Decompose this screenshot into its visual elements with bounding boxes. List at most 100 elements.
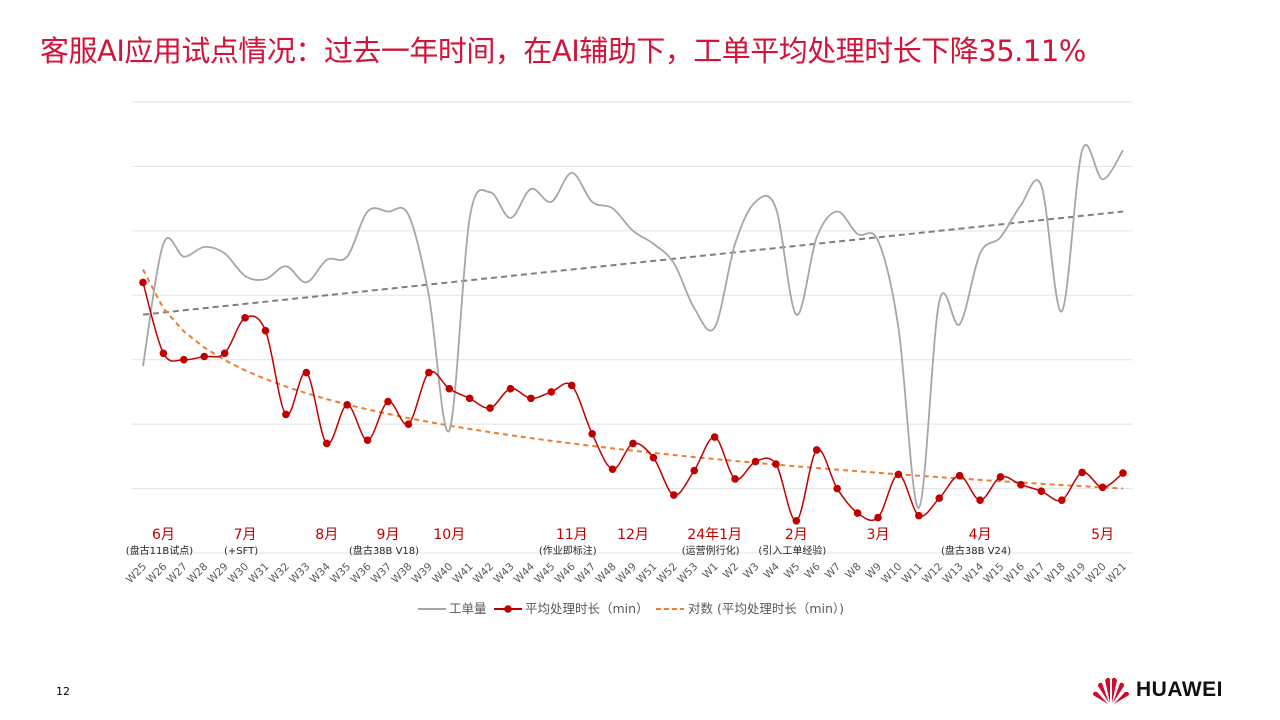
month-note: (+SFT) — [224, 546, 258, 557]
x-tick-label: W5 — [782, 561, 803, 582]
avg-time-point — [159, 349, 168, 358]
avg-time-point — [649, 453, 658, 462]
avg-time-log-trend — [142, 269, 1124, 490]
avg-time-point — [690, 466, 699, 475]
x-tick-label: W48 — [593, 561, 618, 586]
volume-line — [142, 143, 1124, 509]
x-tick-label: W49 — [614, 561, 639, 586]
avg-time-point — [384, 397, 392, 406]
avg-time-point — [282, 410, 290, 419]
volume-linear-trend — [142, 210, 1124, 316]
avg-time-point — [322, 439, 331, 448]
x-tick-label: W13 — [941, 561, 966, 586]
month-label: 4月 — [969, 527, 992, 543]
month-label: 8月 — [315, 527, 338, 543]
x-tick-label: W11 — [900, 561, 925, 586]
series-avg-time — [139, 278, 1127, 525]
avg-time-point — [588, 430, 596, 438]
avg-time-point — [220, 349, 229, 358]
x-tick-label: W29 — [206, 561, 231, 586]
avg-time-point — [894, 470, 903, 479]
month-label: 6月 — [152, 527, 175, 543]
avg-time-point — [527, 394, 535, 403]
month-label: 11月 — [556, 527, 588, 543]
avg-time-point — [833, 484, 841, 493]
x-tick-label: W1 — [700, 561, 721, 582]
x-tick-label: W12 — [920, 561, 945, 586]
avg-time-point — [812, 446, 821, 454]
avg-time-point — [302, 368, 311, 377]
x-tick-label: W33 — [287, 561, 312, 586]
x-tick-label: W39 — [410, 561, 435, 586]
x-tick-label: W44 — [512, 560, 538, 586]
x-tick-label: W42 — [471, 561, 496, 586]
volume-trend-line — [142, 210, 1124, 316]
x-tick-label: W37 — [369, 561, 394, 586]
avg-time-point — [772, 460, 780, 468]
x-tick-label: W46 — [553, 560, 579, 586]
avg-time-point — [404, 420, 413, 428]
avg-time-line — [142, 282, 1124, 522]
avg-time-point — [547, 388, 556, 396]
avg-time-point — [1098, 483, 1107, 492]
month-label: 7月 — [234, 527, 257, 543]
avg-time-point — [241, 314, 249, 322]
x-tick-label: W47 — [573, 561, 598, 586]
x-tick-label: W26 — [144, 560, 170, 586]
month-label: 9月 — [377, 527, 400, 543]
x-tick-label: W30 — [226, 561, 251, 586]
avg-time-point — [261, 326, 270, 335]
x-tick-label: W15 — [981, 561, 1006, 586]
x-tick-label: W2 — [721, 561, 742, 582]
x-tick-label: W34 — [308, 560, 334, 586]
avg-time-point — [465, 394, 474, 403]
x-tick-label: W18 — [1043, 561, 1068, 586]
avg-time-point — [629, 439, 637, 448]
month-label: 2月 — [785, 527, 808, 543]
huawei-logo: HUAWEI — [1092, 676, 1223, 704]
x-tick-label: W21 — [1104, 561, 1129, 586]
month-label: 10月 — [433, 527, 465, 543]
month-label: 24年1月 — [687, 527, 742, 543]
legend-label-log: 对数 (平均处理时长（min）) — [688, 601, 844, 616]
avg-time-point — [976, 496, 984, 504]
avg-time-point — [1057, 496, 1066, 504]
x-tick-label: W20 — [1083, 561, 1108, 586]
month-note: (运营例行化) — [682, 544, 740, 557]
avg-time-point — [200, 352, 209, 361]
x-tick-label: W6 — [802, 560, 823, 581]
x-tick-label: W4 — [761, 560, 782, 581]
avg-time-point — [180, 355, 188, 364]
chart-gridlines — [132, 101, 1133, 554]
x-tick-label: W36 — [348, 560, 374, 586]
avg-time-point — [853, 509, 862, 517]
avg-time-point — [915, 511, 923, 520]
x-tick-label: W31 — [246, 561, 271, 586]
avg-trend-line — [142, 269, 1124, 490]
avg-time-point — [425, 368, 433, 377]
avg-time-point — [139, 278, 147, 287]
x-tick-label: W52 — [655, 561, 680, 586]
avg-time-point — [751, 457, 760, 466]
x-tick-label: W43 — [491, 561, 516, 586]
slide-title: 客服AI应用试点情况：过去一年时间，在AI辅助下，工单平均处理时长下降35.11… — [40, 34, 1086, 68]
avg-time-point — [506, 384, 515, 393]
avg-time-point — [1037, 487, 1046, 495]
x-tick-label: W40 — [430, 561, 455, 586]
series-volume — [142, 143, 1124, 509]
avg-time-point — [731, 475, 739, 483]
month-labels: 6月(盘古11B试点) 7月 (+SFT) 8月 9月(盘古38B V18) 10月 11月… — [126, 527, 1114, 557]
avg-time-point — [792, 516, 801, 525]
x-tick-label: W41 — [451, 561, 476, 586]
avg-time-point — [955, 471, 964, 480]
x-tick-label: W28 — [185, 561, 210, 586]
avg-time-point — [1119, 469, 1127, 477]
page-number: 12 — [56, 685, 70, 698]
month-note: (盘古38B V18) — [349, 544, 419, 557]
x-tick-label: W7 — [823, 561, 844, 582]
month-label: 5月 — [1091, 527, 1114, 543]
x-tick-label: W32 — [267, 561, 292, 586]
x-tick-label: W35 — [328, 561, 353, 586]
x-axis-ticks: W25W26W27W28W29W30W31W32W33W34W35W36W37W… — [124, 560, 1129, 586]
